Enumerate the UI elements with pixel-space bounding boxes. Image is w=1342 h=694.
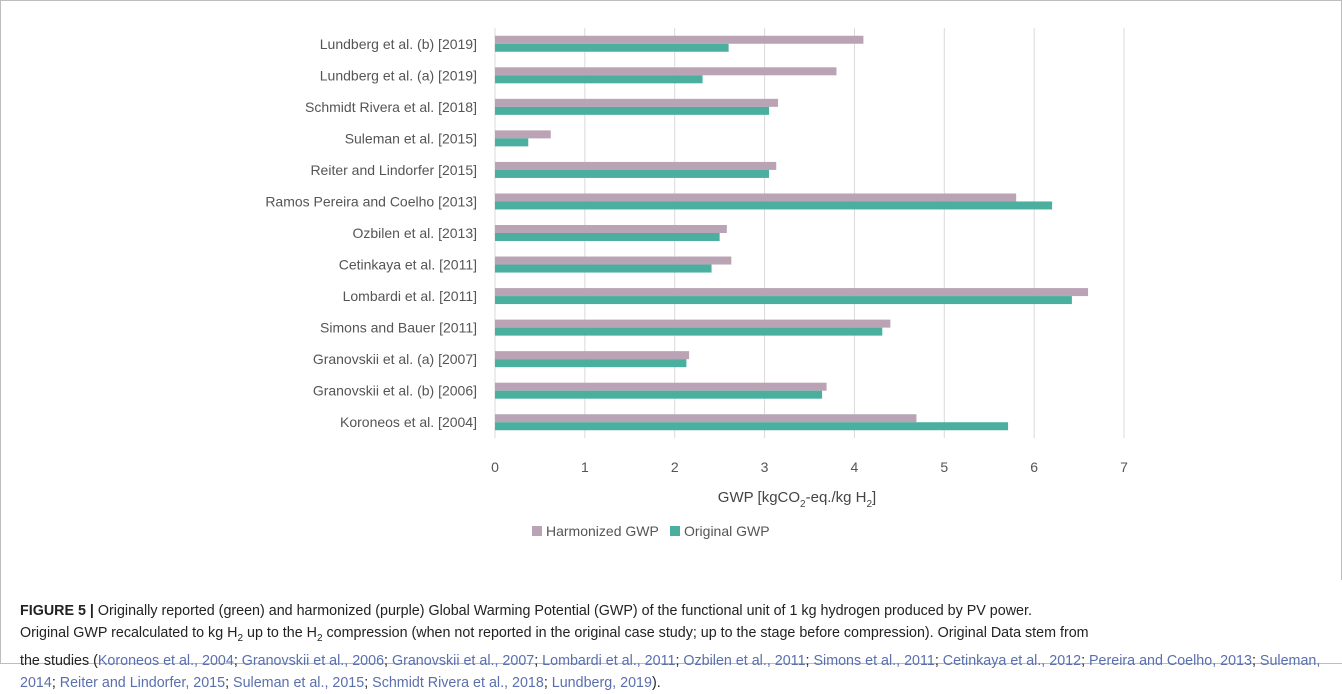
legend-label-harmonized: Harmonized GWP [546, 523, 659, 539]
caption-text-3a: the studies ( [20, 652, 98, 669]
bar-harmonized [495, 67, 837, 76]
gridlines [494, 28, 1125, 438]
bar-original [495, 296, 1072, 305]
caption-separator: ; [934, 652, 943, 669]
caption-reference-link[interactable]: Koroneos et al., 2004 [97, 652, 234, 669]
caption-text-2c: compression (when not reported in the or… [322, 625, 1089, 641]
caption-separator: ; [364, 674, 373, 691]
caption-text-2a: Original GWP recalculated to kg H [20, 625, 238, 641]
bar-harmonized [495, 288, 1089, 297]
legend: Harmonized GWP Original GWP [532, 523, 770, 539]
bar-original [495, 327, 883, 336]
bar-original [495, 75, 703, 84]
x-tick-label: 2 [671, 459, 679, 475]
category-label: Suleman et al. [2015] [345, 130, 477, 146]
caption-separator: ). [651, 674, 661, 691]
bar-harmonized [495, 256, 732, 265]
bars [495, 35, 1089, 431]
bar-original [495, 138, 529, 147]
caption-line-1: FIGURE 5 | Originally reported (green) a… [20, 600, 1325, 622]
caption-separator: ; [233, 652, 242, 669]
category-label: Granovskii et al. (b) [2006] [313, 383, 477, 399]
caption-separator: ; [1081, 652, 1090, 669]
legend-swatch-harmonized [532, 526, 542, 536]
legend-swatch-original [670, 526, 680, 536]
caption-reference-link[interactable]: Suleman et al., 2015 [233, 674, 365, 691]
category-label: Cetinkaya et al. [2011] [339, 257, 477, 273]
caption-separator: ; [805, 652, 814, 669]
category-label: Ozbilen et al. [2013] [352, 225, 477, 241]
caption-reference-link[interactable]: Ozbilen et al., 2011 [683, 652, 806, 669]
caption-references: the studies (Koroneos et al., 2004; Gran… [20, 650, 1325, 694]
caption-separator: ; [225, 674, 234, 691]
bar-original [495, 201, 1053, 210]
x-tick-label: 5 [940, 459, 948, 475]
x-tick-label: 1 [581, 459, 589, 475]
caption-sub-2: 2 [316, 632, 323, 644]
category-label: Lombardi et al. [2011] [343, 288, 477, 304]
bar-harmonized [495, 35, 864, 44]
category-label: Granovskii et al. (a) [2007] [313, 351, 477, 367]
bar-harmonized [495, 225, 727, 233]
bar-harmonized [495, 130, 551, 139]
x-tick-label: 7 [1120, 459, 1128, 475]
x-tick-label: 6 [1030, 459, 1038, 475]
x-tick-label: 4 [851, 459, 859, 475]
x-tick-label: 3 [761, 459, 769, 475]
bar-original [495, 359, 687, 368]
category-label: Koroneos et al. [2004] [340, 414, 477, 430]
frame-bottom-border [0, 663, 1342, 664]
category-label: Schmidt Rivera et al. [2018] [305, 99, 477, 115]
caption-reference-link[interactable]: Lundberg, 2019 [551, 674, 652, 691]
bar-harmonized [495, 193, 1017, 202]
caption-separator: ; [543, 674, 552, 691]
caption-separator: ; [675, 652, 684, 669]
caption-reference-link[interactable]: Granovskii et al., 2006 [241, 652, 385, 669]
caption-separator: ; [1251, 652, 1260, 669]
caption-text-2b: up to the H [243, 625, 317, 641]
caption-separator: ; [534, 652, 543, 669]
category-label: Ramos Pereira and Coelho [2013] [265, 193, 477, 209]
bar-original [495, 233, 720, 241]
bar-harmonized [495, 319, 891, 328]
bar-harmonized [495, 98, 779, 107]
figure-caption: FIGURE 5 | Originally reported (green) a… [20, 600, 1325, 694]
x-axis-title: GWP [kgCO2-eq./kg H2] [718, 489, 876, 510]
bar-original [495, 390, 823, 399]
category-label: Lundberg et al. (b) [2019] [320, 36, 477, 52]
caption-text-1: Originally reported (green) and harmoniz… [93, 603, 1032, 619]
caption-figure-label: FIGURE 5 | [20, 603, 94, 619]
caption-line-2: Original GWP recalculated to kg H2 up to… [20, 622, 1325, 650]
category-labels: Lundberg et al. (b) [2019] Lundberg et al… [265, 36, 477, 430]
caption-reference-link[interactable]: Reiter and Lindorfer, 2015 [59, 674, 226, 691]
bar-original [495, 422, 1009, 431]
bar-original [495, 43, 729, 52]
bar-harmonized [495, 414, 917, 423]
bar-original [495, 264, 712, 273]
bar-harmonized [495, 161, 777, 170]
caption-separator: ; [384, 652, 392, 669]
category-label: Reiter and Lindorfer [2015] [310, 162, 477, 178]
bar-chart: Lundberg et al. (b) [2019] Lundberg et al… [265, 28, 1128, 539]
legend-label-original: Original GWP [684, 523, 770, 539]
caption-reference-link[interactable]: Lombardi et al., 2011 [542, 652, 676, 669]
bar-harmonized [495, 351, 690, 360]
caption-reference-link[interactable]: Pereira and Coelho, 2013 [1089, 652, 1252, 669]
bar-original [495, 169, 770, 178]
x-tick-labels: 0 1 2 3 4 5 6 7 [491, 459, 1128, 475]
bar-original [495, 106, 770, 115]
category-label: Simons and Bauer [2011] [320, 320, 477, 336]
caption-reference-link[interactable]: Granovskii et al., 2007 [391, 652, 535, 669]
caption-sub-1: 2 [237, 632, 244, 644]
category-label: Lundberg et al. (a) [2019] [320, 67, 477, 83]
caption-reference-link[interactable]: Cetinkaya et al., 2012 [942, 652, 1082, 669]
x-tick-label: 0 [491, 459, 499, 475]
caption-reference-link[interactable]: Simons et al., 2011 [813, 652, 935, 669]
bar-harmonized [495, 382, 827, 391]
caption-reference-link[interactable]: Schmidt Rivera et al., 2018 [372, 674, 544, 691]
frame-left-border [0, 0, 1, 664]
frame-top-border [0, 0, 1342, 1]
caption-separator: ; [51, 674, 60, 691]
